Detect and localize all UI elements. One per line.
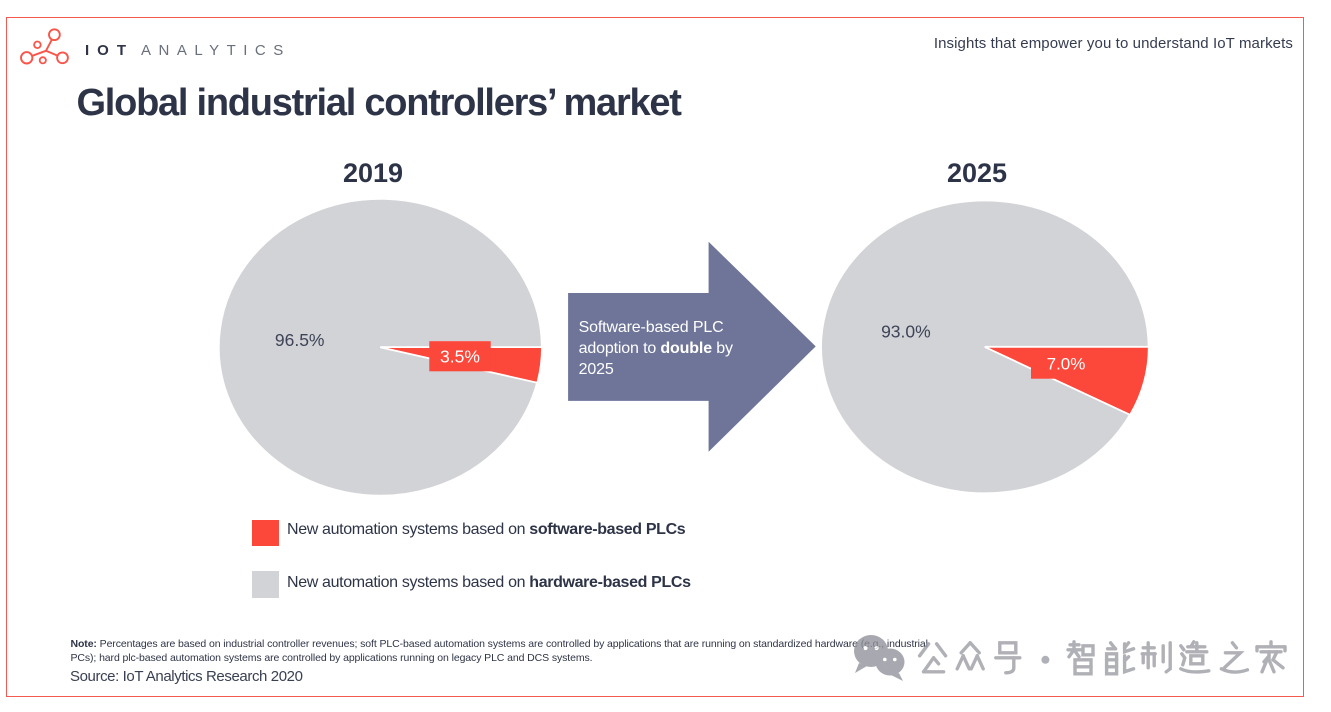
svg-text:7.0%: 7.0% (1047, 355, 1086, 374)
svg-text:3.5%: 3.5% (440, 346, 480, 366)
svg-text:93.0%: 93.0% (881, 322, 931, 342)
svg-text:96.5%: 96.5% (275, 330, 325, 350)
